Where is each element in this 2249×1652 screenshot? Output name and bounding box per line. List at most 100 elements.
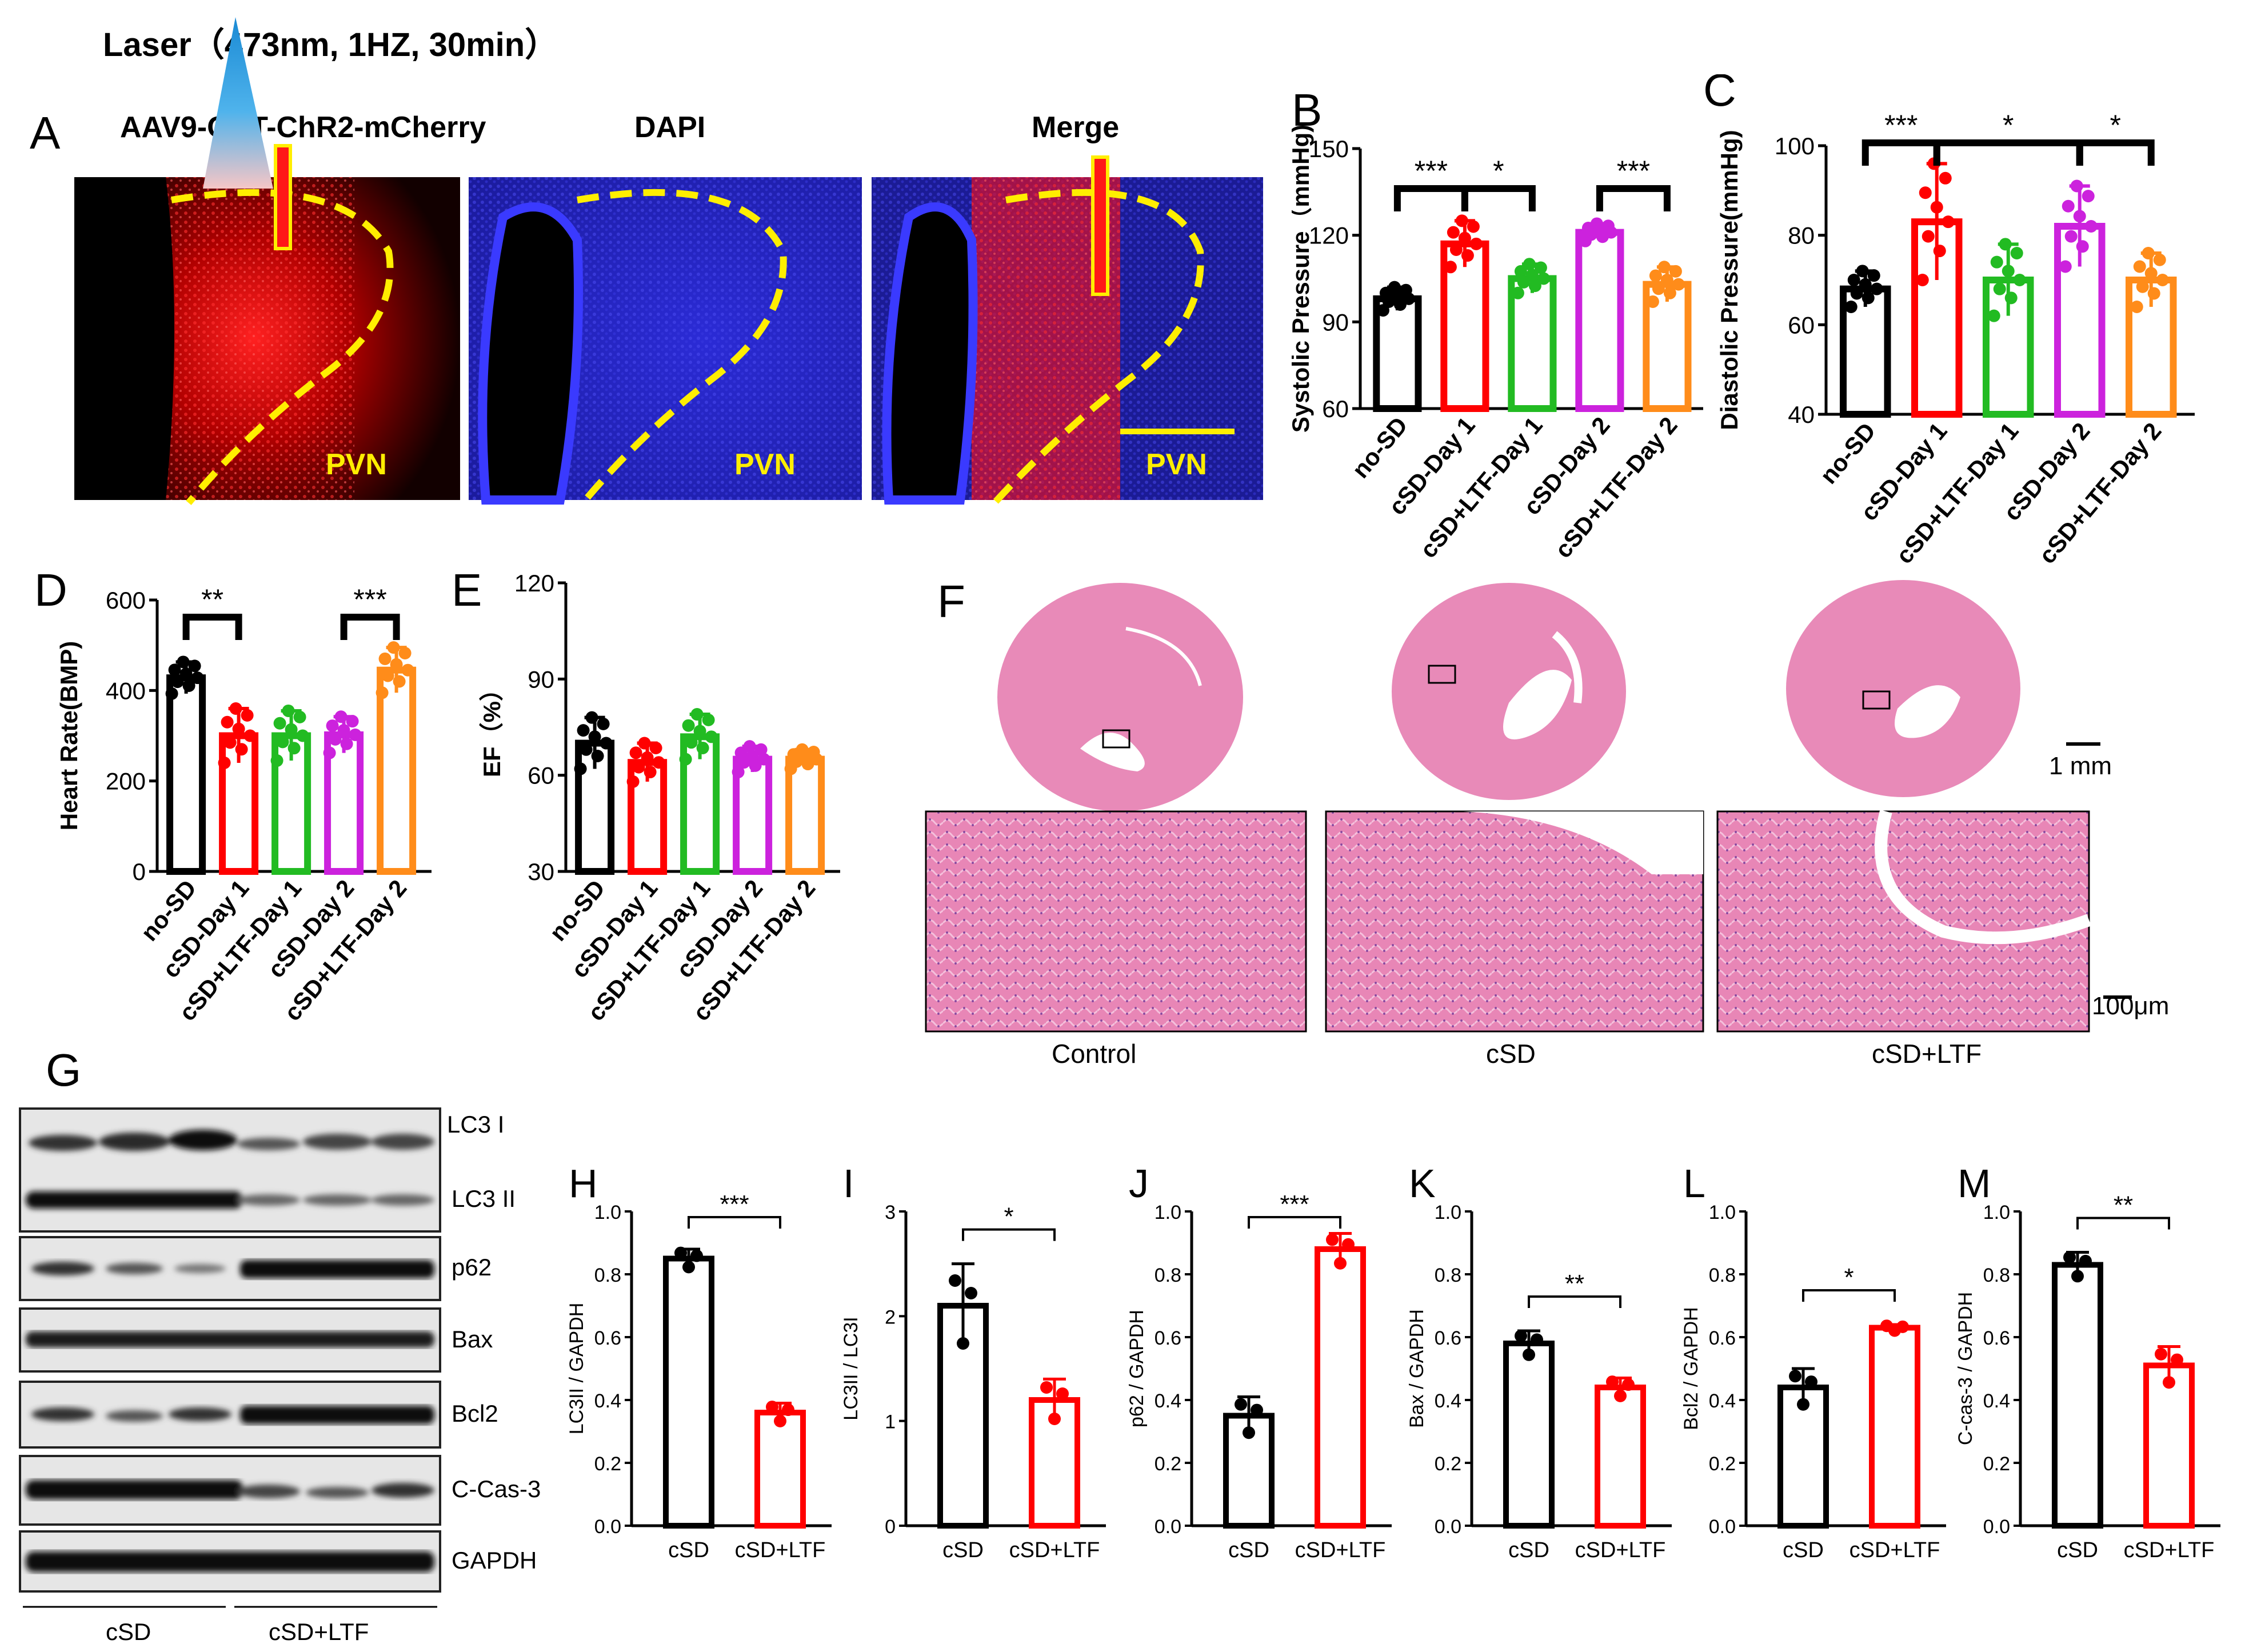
data-point bbox=[1847, 274, 1860, 286]
y-tick-label: 600 bbox=[106, 587, 146, 614]
y-tick-label: 0.4 bbox=[1709, 1390, 1736, 1412]
data-point bbox=[1922, 230, 1935, 243]
panel-letter: L bbox=[1683, 1161, 1705, 1206]
blot-p62 bbox=[19, 1236, 441, 1301]
y-tick-label: 0.6 bbox=[1435, 1327, 1461, 1349]
data-point bbox=[287, 742, 301, 755]
panel-letter: K bbox=[1409, 1161, 1436, 1206]
data-point bbox=[2082, 190, 2095, 203]
data-point bbox=[2073, 210, 2086, 223]
bar-csd bbox=[663, 1255, 714, 1529]
significance-bracket bbox=[1596, 185, 1671, 211]
panel-letter: J bbox=[1129, 1161, 1149, 1206]
significance-bracket bbox=[2076, 1217, 2170, 1230]
bar-csd-ltf bbox=[1595, 1385, 1646, 1529]
bar-csd-ltf-day-1 bbox=[680, 733, 720, 875]
data-point bbox=[1657, 261, 1671, 274]
y-tick-label: 0.0 bbox=[1709, 1516, 1736, 1538]
y-tick-label: 0.6 bbox=[1709, 1327, 1736, 1349]
data-point bbox=[629, 746, 642, 759]
y-tick-label: 0.4 bbox=[1155, 1390, 1181, 1412]
bar-csd-ltf-day-1 bbox=[1508, 275, 1557, 412]
data-point bbox=[2062, 199, 2075, 213]
channel-title-mcherry: AAV9-OXT-ChR2-mCherry bbox=[120, 111, 486, 144]
significance-bracket bbox=[1393, 185, 1468, 211]
data-point bbox=[1449, 243, 1463, 256]
data-point bbox=[1942, 215, 1955, 229]
data-point bbox=[235, 743, 248, 756]
data-point bbox=[774, 1414, 786, 1427]
bar-csd bbox=[1503, 1341, 1555, 1529]
chart-i: I 0 1 2 3 LC3II / LC3I cSD cSD+LTF * bbox=[840, 1161, 1106, 1562]
bar-csd-ltf-day-2 bbox=[785, 755, 825, 875]
data-point bbox=[1916, 274, 1929, 286]
y-axis-label: Heart Rate(BMP) bbox=[55, 641, 82, 830]
significance-label: *** bbox=[720, 1190, 749, 1218]
data-point bbox=[600, 737, 613, 750]
data-point bbox=[229, 702, 242, 715]
data-point bbox=[398, 647, 412, 660]
data-point bbox=[2013, 274, 2026, 286]
data-point bbox=[690, 708, 704, 721]
data-point bbox=[329, 733, 342, 746]
y-axis-label: Diastolic Pressure(mmHg) bbox=[1716, 130, 1743, 430]
data-point bbox=[746, 750, 759, 762]
data-point bbox=[390, 658, 403, 671]
micrograph-mcherry: PVN bbox=[74, 144, 460, 505]
y-tick-label: 0.0 bbox=[1155, 1516, 1181, 1538]
data-point bbox=[1342, 1238, 1355, 1251]
y-tick-label: 0.2 bbox=[1155, 1453, 1181, 1475]
heart-section-csd-ltf bbox=[1786, 580, 2020, 797]
data-point bbox=[2063, 1251, 2076, 1264]
data-point bbox=[574, 762, 587, 775]
x-tick-label: cSD+LTF bbox=[2124, 1538, 2215, 1562]
data-point bbox=[644, 766, 657, 779]
data-point bbox=[591, 750, 604, 762]
significance-label: * bbox=[1844, 1263, 1853, 1291]
data-point bbox=[1867, 269, 1880, 282]
data-point bbox=[1596, 230, 1609, 243]
data-point bbox=[649, 741, 662, 754]
y-tick-label: 1.0 bbox=[1709, 1202, 1736, 1223]
data-point bbox=[1523, 1348, 1535, 1361]
data-point bbox=[580, 743, 593, 756]
y-tick-label: 0.0 bbox=[1983, 1516, 2010, 1538]
y-tick-label: 1.0 bbox=[1435, 1202, 1461, 1223]
data-point bbox=[340, 737, 353, 750]
y-tick-label: 2 bbox=[885, 1306, 896, 1328]
data-point bbox=[1469, 237, 1483, 250]
data-point bbox=[241, 709, 254, 722]
significance-bracket bbox=[1461, 185, 1536, 211]
y-tick-label: 60 bbox=[528, 762, 554, 789]
data-point bbox=[1584, 228, 1597, 241]
panel-letter: M bbox=[1958, 1161, 1991, 1206]
data-point bbox=[393, 675, 406, 688]
data-point bbox=[179, 667, 193, 681]
y-axis-label: LC3II / GAPDH bbox=[566, 1303, 588, 1435]
he-zoom-control bbox=[925, 810, 1307, 1033]
y-axis-label: Systolic Pressure（mmHg) bbox=[1292, 125, 1314, 433]
y-tick-label: 0.6 bbox=[1983, 1327, 2010, 1349]
data-point bbox=[766, 1401, 778, 1414]
data-point bbox=[1660, 274, 1673, 287]
group-label-csd: cSD bbox=[106, 1618, 151, 1645]
y-tick-label: 0.4 bbox=[1983, 1390, 2010, 1412]
bar-csd-day-2 bbox=[1575, 229, 1624, 412]
x-tick-label: cSD+LTF-Day 1 bbox=[1415, 412, 1548, 563]
y-tick-label: 1 bbox=[885, 1411, 896, 1433]
band-label-bcl2: Bcl2 bbox=[452, 1400, 498, 1427]
group-label-csd-ltf: cSD+LTF bbox=[269, 1618, 369, 1645]
data-point bbox=[1235, 1398, 1247, 1411]
data-point bbox=[1334, 1257, 1347, 1270]
data-point bbox=[1789, 1370, 1801, 1383]
panel-letter: I bbox=[843, 1161, 854, 1206]
data-point bbox=[2163, 1376, 2175, 1389]
data-point bbox=[1622, 1378, 1635, 1391]
data-point bbox=[177, 655, 190, 669]
data-point bbox=[1856, 265, 1869, 278]
x-tick-label: no-SD bbox=[1815, 418, 1880, 489]
data-point bbox=[2144, 267, 2158, 280]
blot-c-cas-3 bbox=[19, 1455, 441, 1526]
y-tick-label: 1.0 bbox=[1155, 1202, 1181, 1223]
x-tick-label: cSD+LTF bbox=[1009, 1538, 1100, 1562]
